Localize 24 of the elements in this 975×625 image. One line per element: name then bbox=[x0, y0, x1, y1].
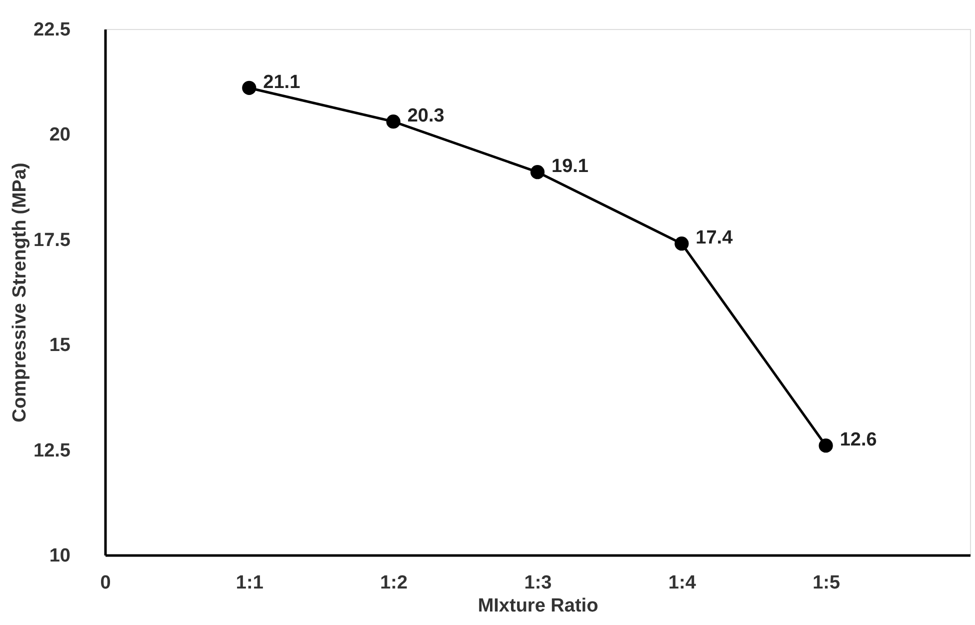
y-axis-title: Compressive Strength (MPa) bbox=[10, 162, 31, 422]
x-tick-label: 1:1 bbox=[236, 572, 264, 594]
point bbox=[818, 438, 833, 453]
x-tick-label: 1:5 bbox=[812, 572, 840, 594]
y-tick-label: 12.5 bbox=[34, 440, 71, 462]
data-label: 21.1 bbox=[263, 72, 301, 93]
point bbox=[674, 236, 689, 251]
x-tick-label: 1:3 bbox=[524, 572, 552, 594]
point bbox=[242, 80, 256, 95]
y-tick-label: 20 bbox=[49, 124, 70, 146]
y-tick-label: 10 bbox=[49, 546, 70, 566]
data-label: 12.6 bbox=[840, 430, 877, 451]
x-axis-title: MIxture Ratio bbox=[478, 596, 598, 616]
point bbox=[386, 114, 400, 129]
y-tick-label: 22.5 bbox=[34, 20, 71, 40]
point bbox=[530, 165, 545, 180]
y-tick-label: 15 bbox=[49, 335, 71, 356]
x-tick-label: 1:4 bbox=[668, 572, 696, 594]
y-tick-label: 17.5 bbox=[34, 230, 71, 251]
data-label: 17.4 bbox=[696, 228, 734, 249]
x-tick-label: 0 bbox=[100, 572, 111, 594]
x-tick-label: 1:2 bbox=[380, 572, 408, 594]
data-label: 20.3 bbox=[407, 106, 444, 127]
data-label: 19.1 bbox=[552, 156, 589, 178]
